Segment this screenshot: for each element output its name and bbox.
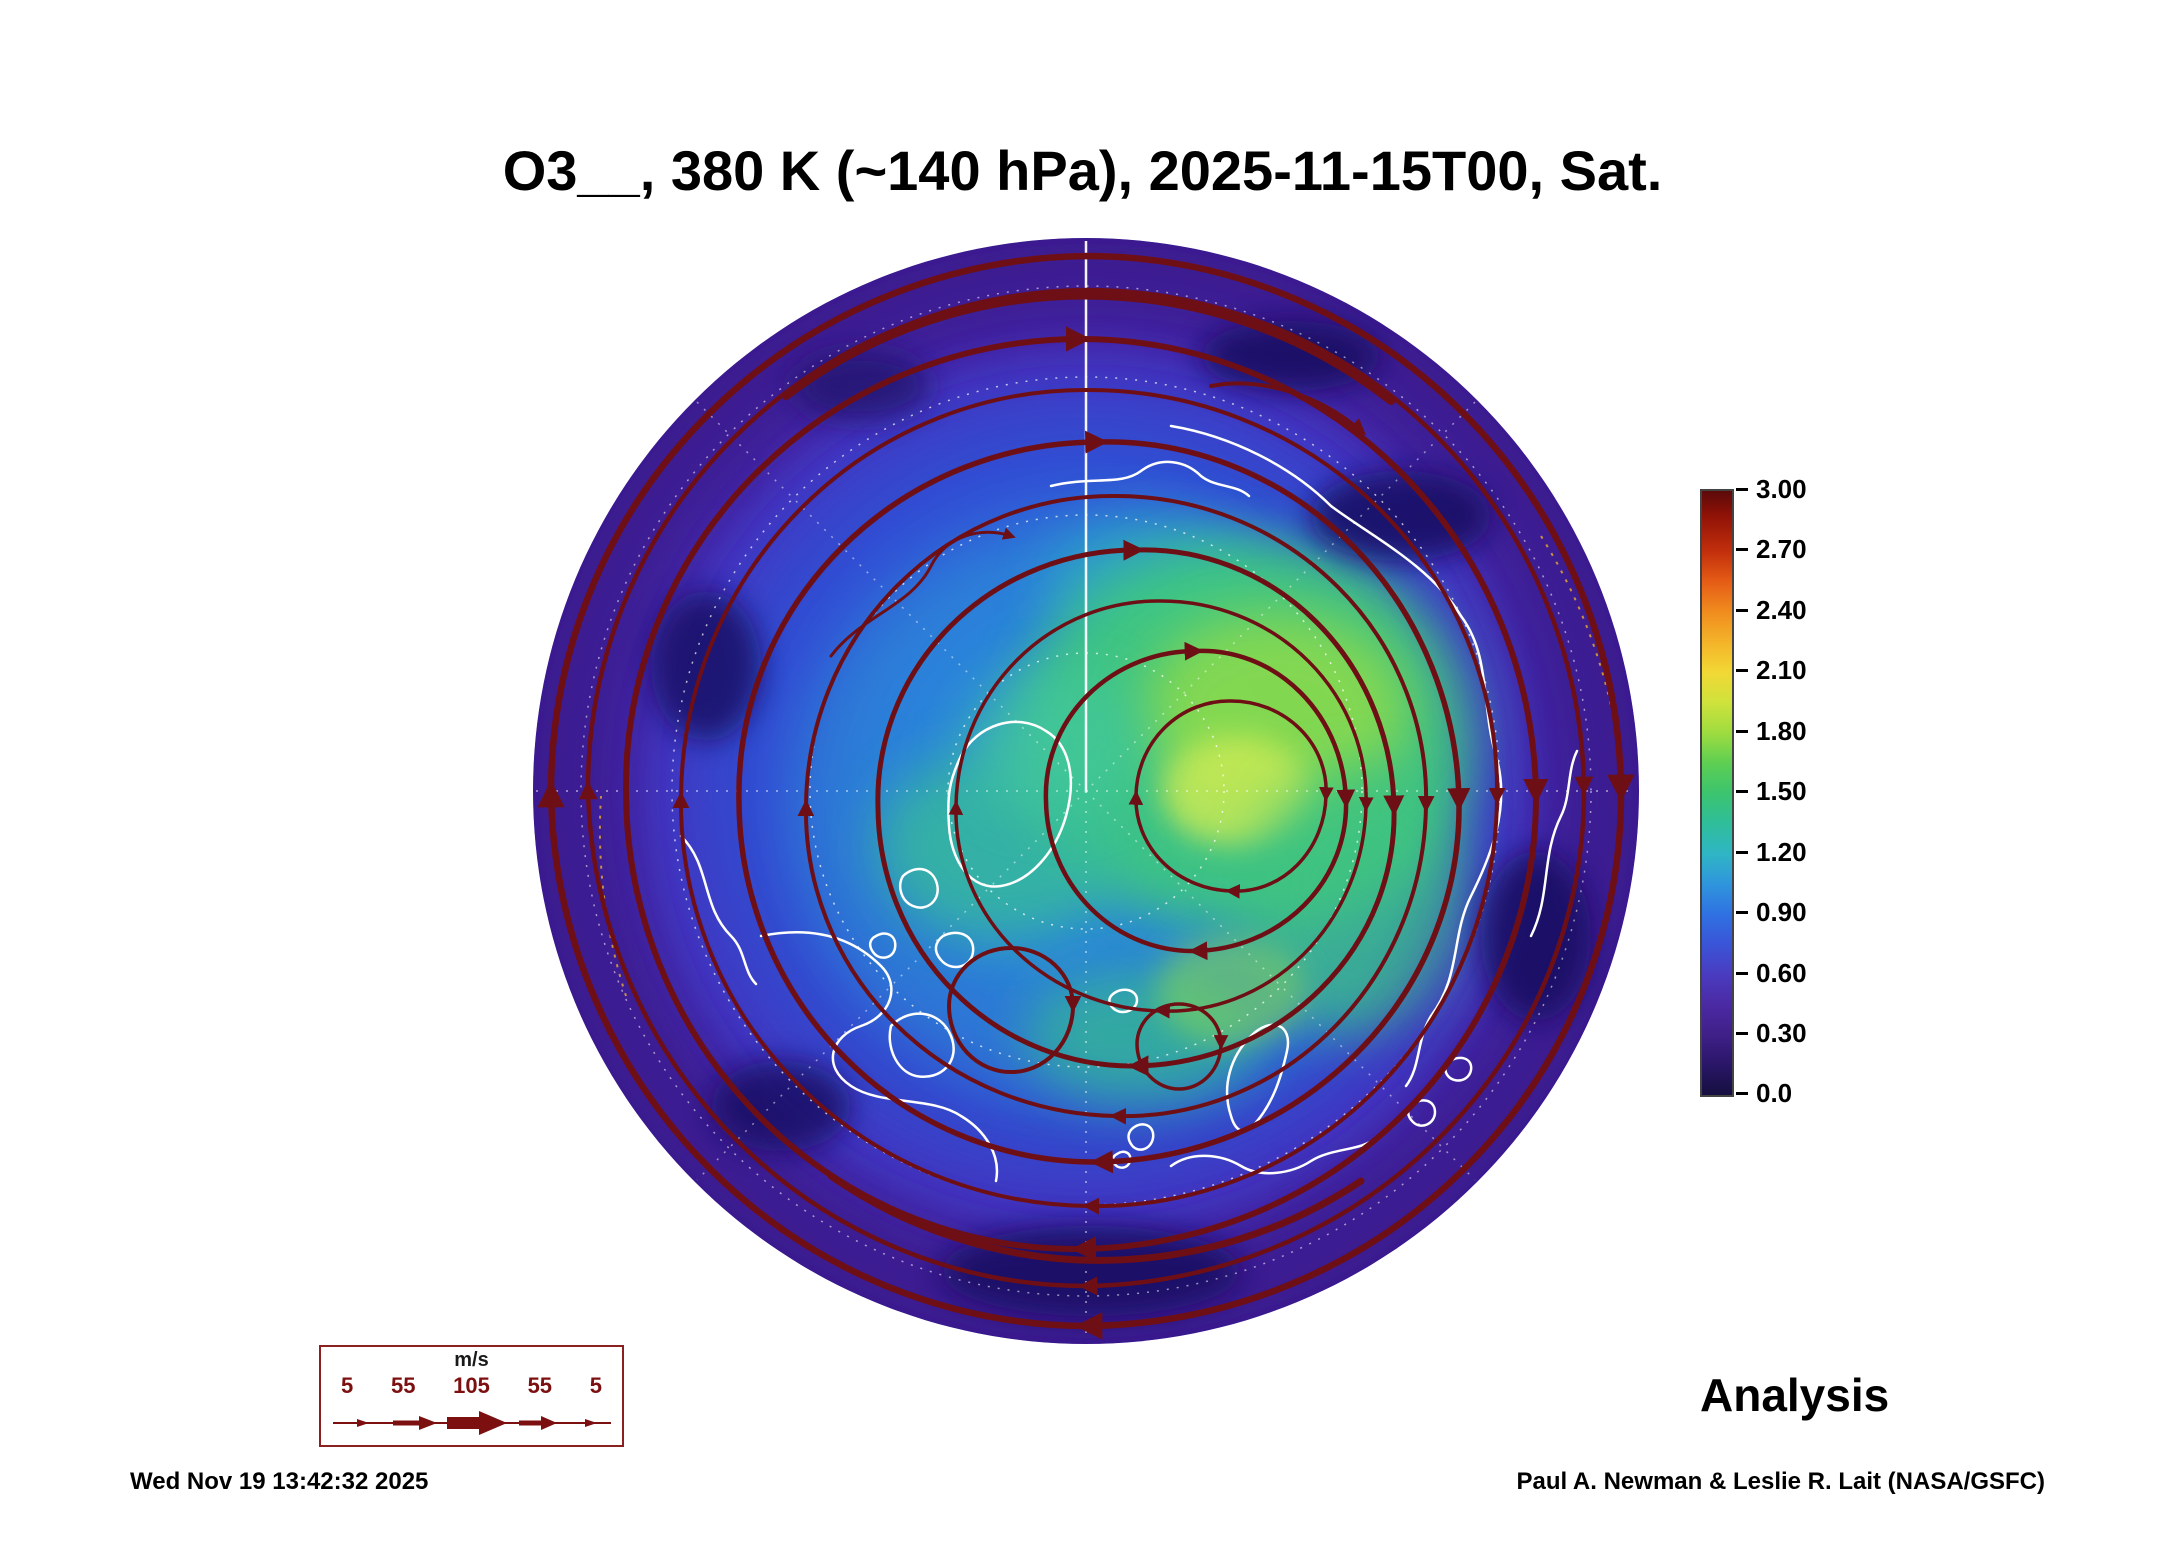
colorbar-tick: 1.80 <box>1736 718 1807 744</box>
colorbar-tick: 0.60 <box>1736 960 1807 986</box>
wind-speed-label: 5 <box>341 1373 354 1398</box>
wind-speed-label: 105 <box>453 1373 490 1398</box>
colorbar-tick-label: 2.40 <box>1756 595 1807 625</box>
colorbar-tick: 3.00 <box>1736 476 1807 502</box>
colorbar-tick-label: 0.0 <box>1756 1078 1793 1108</box>
colorbar-tick: 0.90 <box>1736 899 1807 925</box>
generated-timestamp: Wed Nov 19 13:42:32 2025 <box>130 1468 429 1495</box>
colorbar-tick-label: 2.70 <box>1756 534 1807 564</box>
polar-map-plot <box>533 238 1639 1344</box>
analysis-label: Analysis <box>1700 1369 1890 1421</box>
polar-map <box>531 236 1641 1346</box>
colorbar-tick-mark <box>1736 487 1748 491</box>
colorbar-tick-mark <box>1736 1031 1748 1035</box>
wind-arrow-scale-icon <box>333 1411 611 1435</box>
colorbar-tick: 0.30 <box>1736 1020 1807 1046</box>
wind-legend-units: m/s <box>454 1349 489 1371</box>
colorbar-tick: 1.50 <box>1736 778 1807 804</box>
credit-line: Paul A. Newman & Leslie R. Lait (NASA/GS… <box>1516 1468 2045 1495</box>
colorbar-tick-label: 1.80 <box>1756 716 1807 746</box>
colorbar-tick-mark <box>1736 850 1748 854</box>
colorbar-tick-label: 0.30 <box>1756 1018 1807 1048</box>
colorbar-tick-mark <box>1736 789 1748 793</box>
wind-speed-label: 5 <box>589 1373 602 1398</box>
colorbar-tick-label: 2.10 <box>1756 655 1807 685</box>
colorbar-tick: 1.20 <box>1736 839 1807 865</box>
wind-legend-speeds: 5 55 105 55 5 <box>321 1373 622 1399</box>
colorbar-tick-mark <box>1736 668 1748 672</box>
colorbar-tick: 0.0 <box>1736 1080 1792 1106</box>
colorbar-tick-label: 1.50 <box>1756 776 1807 806</box>
colorbar-tick-label: 1.20 <box>1756 837 1807 867</box>
wind-speed-legend: m/s 5 55 105 55 5 <box>319 1345 624 1447</box>
wind-speed-label: 55 <box>390 1373 416 1398</box>
colorbar-tick-mark <box>1736 971 1748 975</box>
colorbar-tick-mark <box>1736 1091 1748 1095</box>
colorbar-tick-mark <box>1736 547 1748 551</box>
colorbar-tick-mark <box>1736 608 1748 612</box>
colorbar-tick-label: 3.00 <box>1756 474 1807 504</box>
colorbar-tick: 2.70 <box>1736 536 1807 562</box>
colorbar-gradient <box>1700 489 1734 1097</box>
colorbar-labels: 3.00 2.70 2.40 2.10 1.80 1.50 1.20 0.90 … <box>1736 476 1876 1106</box>
colorbar-tick: 2.10 <box>1736 657 1807 683</box>
wind-streamlines <box>537 252 1635 1340</box>
colorbar-tick-mark <box>1736 910 1748 914</box>
colorbar-tick: 2.40 <box>1736 597 1807 623</box>
plot-title: O3__, 380 K (~140 hPa), 2025-11-15T00, S… <box>502 139 1663 202</box>
colorbar-tick-mark <box>1736 729 1748 733</box>
colorbar-tick-label: 0.60 <box>1756 958 1807 988</box>
wind-speed-label: 55 <box>527 1373 553 1398</box>
colorbar-tick-label: 0.90 <box>1756 897 1807 927</box>
